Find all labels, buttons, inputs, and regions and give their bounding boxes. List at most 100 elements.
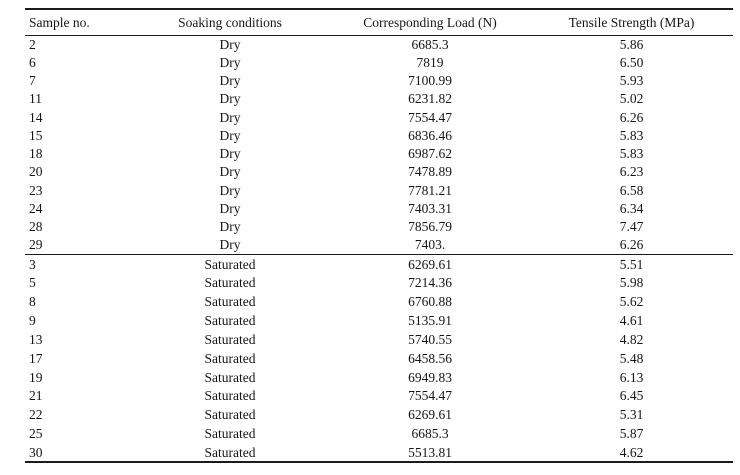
table-cell: Dry [219, 146, 241, 162]
table-cell: 7781.21 [408, 182, 452, 198]
table-row: 8 Saturated 6760.88 5.62 [25, 292, 733, 311]
table-cell: Saturated [204, 426, 256, 442]
table-cell: 6.23 [619, 164, 644, 180]
table-cell: 5.48 [619, 350, 644, 366]
table-cell: 6 [29, 54, 36, 70]
column-header-tensile-strength: Tensile Strength (MPa) [530, 8, 733, 36]
table-cell: 24 [29, 201, 43, 217]
table-cell: Dry [219, 127, 241, 143]
table-cell: 28 [29, 219, 43, 235]
table-cell: 7856.79 [408, 219, 452, 235]
table-row: 18 Dry 6987.62 5.83 [25, 145, 733, 163]
table-cell: 6458.56 [408, 350, 452, 366]
table-cell: 9 [29, 312, 36, 328]
table-cell: 30 [25, 443, 130, 464]
table-cell: 5.51 [530, 254, 733, 274]
table-cell: 20 [29, 164, 43, 180]
table-cell: 13 [29, 331, 43, 347]
table-cell: Dry [219, 91, 241, 107]
table-cell: 7100.99 [408, 72, 452, 88]
table-cell: 5 [29, 275, 36, 291]
table-header: Sample no. Soaking conditions Correspond… [25, 8, 733, 36]
table-cell: 7403. [414, 237, 446, 253]
table-cell: Saturated [204, 350, 256, 366]
table-cell: 6.26 [619, 237, 644, 253]
table-row: 3 Saturated 6269.61 5.51 [25, 254, 733, 274]
table-row: 20 Dry 7478.89 6.23 [25, 163, 733, 181]
table-cell: Dry [219, 201, 241, 217]
table-cell: 3 [25, 254, 130, 274]
table-cell: 6.13 [619, 369, 644, 385]
table-cell: 18 [29, 146, 43, 162]
table-cell: 5.86 [619, 36, 644, 52]
table-cell: 6269.61 [330, 254, 530, 274]
table-cell: 7819 [416, 54, 444, 70]
table-cell: 6760.88 [408, 294, 452, 310]
table-cell: 6.58 [619, 182, 644, 198]
table-cell: Dry [219, 72, 241, 88]
table-row: 7 Dry 7100.99 5.93 [25, 72, 733, 90]
table-cell: 2 [29, 36, 36, 52]
table-cell: 5513.81 [330, 443, 530, 464]
table-cell: Dry [219, 219, 241, 235]
column-header-corresponding-load: Corresponding Load (N) [330, 8, 530, 36]
table-cell: 5.31 [619, 407, 644, 423]
table-row: 2 Dry 6685.3 5.86 [25, 35, 733, 53]
table-cell: 25 [29, 426, 43, 442]
table-cell: 8 [29, 294, 36, 310]
table-cell: Saturated [204, 331, 256, 347]
table-cell: Saturated [204, 369, 256, 385]
table-cell: 7.47 [619, 219, 644, 235]
table-cell: Dry [219, 182, 241, 198]
table-cell: 6.26 [619, 109, 644, 125]
table-cell: 14 [29, 109, 43, 125]
table-section-saturated: 3 Saturated 6269.61 5.51 5 Saturated 7214.36 5.… [25, 254, 733, 464]
table-cell: 7 [29, 72, 36, 88]
table-row: 24 Dry 7403.31 6.34 [25, 200, 733, 218]
table-cell: 23 [29, 182, 43, 198]
table-cell: 5.98 [619, 275, 644, 291]
table-cell: 11 [29, 91, 42, 107]
table-cell: Saturated [204, 312, 256, 328]
table-row: 15 Dry 6836.46 5.83 [25, 126, 733, 144]
table-cell: 6.45 [619, 388, 644, 404]
table-row: 23 Dry 7781.21 6.58 [25, 181, 733, 199]
table-cell: 4.62 [530, 443, 733, 464]
table-row: 25 Saturated 6685.3 5.87 [25, 425, 733, 444]
table-cell: 7214.36 [408, 275, 452, 291]
table-cell: 21 [29, 388, 43, 404]
table-row: 13 Saturated 5740.55 4.82 [25, 330, 733, 349]
table-section-dry: 2 Dry 6685.3 5.86 6 Dry 7819 6.50 7 Dry 7100.99 5.9… [25, 35, 733, 255]
table-cell: Saturated [204, 407, 256, 423]
table-cell: 6.34 [619, 201, 644, 217]
table-cell: Saturated [204, 388, 256, 404]
table-cell: 5.02 [619, 91, 644, 107]
table-row: 30 Saturated 5513.81 4.62 [25, 443, 733, 464]
table-cell: 6685.3 [411, 36, 449, 52]
table-row: 5 Saturated 7214.36 5.98 [25, 273, 733, 292]
table-cell: 7554.47 [408, 109, 452, 125]
table-cell: 6987.62 [408, 146, 452, 162]
table-cell: Dry [219, 164, 241, 180]
table-row: 22 Saturated 6269.61 5.31 [25, 406, 733, 425]
table-cell: 15 [29, 127, 43, 143]
table-cell: 4.61 [619, 312, 644, 328]
table-cell: 19 [29, 369, 43, 385]
table-cell: Saturated [130, 443, 330, 464]
table-row: 19 Saturated 6949.83 6.13 [25, 368, 733, 387]
table-cell: Saturated [130, 254, 330, 274]
table-cell: Dry [219, 36, 241, 52]
table-cell: Dry [219, 54, 241, 70]
table-row: 17 Saturated 6458.56 5.48 [25, 349, 733, 368]
table-row: 28 Dry 7856.79 7.47 [25, 218, 733, 236]
table-cell: 6269.61 [408, 407, 452, 423]
table-cell: 5.83 [619, 146, 644, 162]
table-row: 6 Dry 7819 6.50 [25, 53, 733, 71]
column-header-soaking-conditions: Soaking conditions [130, 8, 330, 36]
header-row: Sample no. Soaking conditions Correspond… [25, 8, 733, 36]
table-cell: Saturated [204, 275, 256, 291]
table-cell: 5.93 [619, 72, 644, 88]
table-cell: 6949.83 [408, 369, 452, 385]
table-cell: 6.50 [619, 54, 644, 70]
table-cell: 5135.91 [408, 312, 452, 328]
